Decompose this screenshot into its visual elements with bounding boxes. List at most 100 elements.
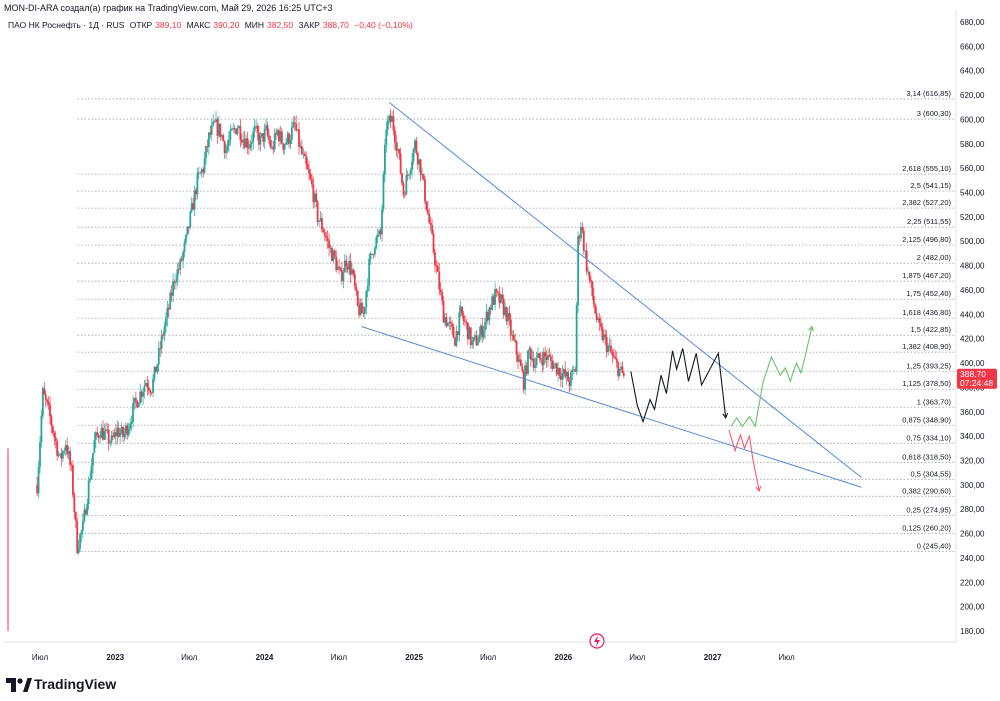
candle-body (378, 230, 381, 235)
candle-body (185, 234, 187, 242)
candle-body (300, 146, 303, 154)
price-tick-label: 400,00 (960, 359, 985, 368)
candle-body (472, 337, 475, 342)
candle-body (448, 321, 451, 323)
fib-level-label: 0,618 (318,50) (902, 452, 951, 461)
trendline-lower[interactable] (361, 326, 862, 488)
symbol-name[interactable]: ПАО НК Роснефть · 1Д · RUS (8, 20, 125, 30)
candle-body (63, 450, 66, 452)
price-tick-label: 580,00 (960, 140, 985, 149)
projection-paths[interactable] (630, 325, 814, 493)
candle-body (375, 237, 378, 248)
time-tick-label: Июл (480, 653, 497, 662)
candle-body (474, 335, 476, 338)
candle-body (497, 291, 499, 293)
candle-body (445, 317, 448, 327)
candle-body (326, 238, 329, 241)
candle-body (449, 321, 452, 324)
fib-level-label: 3,14 (616,85) (906, 89, 951, 98)
projection-path-bear[interactable] (728, 429, 760, 492)
fib-level-label: 2,25 (511,55) (907, 217, 952, 226)
candle-body (411, 161, 413, 170)
price-axis[interactable]: 180,00 200,00 220,00 240,00 260,00 280,00 300,… (960, 18, 985, 636)
candle-body (446, 322, 449, 327)
candle-body (386, 120, 389, 130)
candle-body (40, 415, 43, 443)
candle-body (136, 400, 139, 408)
candle-body (409, 169, 412, 175)
candle-body (534, 365, 537, 368)
candle-body (564, 369, 567, 377)
candle-body (469, 327, 472, 346)
candle-body (505, 307, 508, 322)
candle-body (336, 266, 339, 271)
price-tick-label: 320,00 (960, 456, 985, 465)
time-tick-label: 2027 (704, 653, 722, 662)
candle-body (362, 313, 365, 314)
candle-body (531, 358, 534, 360)
candle-body (452, 326, 455, 338)
candle-body (312, 184, 315, 203)
candle-body (262, 133, 265, 142)
candle-body (175, 281, 177, 283)
candle-body (110, 435, 113, 443)
price-tick-label: 520,00 (960, 213, 985, 222)
candle-body (302, 153, 305, 155)
candle-body (514, 339, 517, 342)
candle-body (239, 126, 242, 141)
fib-level-label: 0,25 (274,95) (906, 505, 951, 514)
trendlines[interactable] (361, 101, 862, 488)
candle-body (537, 353, 539, 358)
candle-body (585, 250, 588, 272)
candle-body (395, 142, 398, 151)
candle-body (232, 128, 235, 129)
candle-body (114, 432, 117, 437)
candle-body (511, 334, 514, 336)
candle-body (356, 290, 359, 306)
candle-body (280, 131, 283, 144)
candle-body (306, 164, 309, 170)
candle-body (235, 129, 237, 135)
candle-body (422, 174, 425, 179)
candle-body (396, 149, 399, 151)
candle-body (444, 317, 446, 323)
candle-body (339, 267, 342, 271)
candle-body (182, 251, 185, 261)
high-value: 390,20 (213, 20, 240, 30)
candle-body (155, 366, 157, 373)
candle-body (77, 548, 80, 553)
candle-body (439, 289, 442, 293)
candle-body (233, 128, 236, 130)
candle-body (548, 354, 551, 357)
candle-body (549, 356, 552, 361)
time-axis[interactable]: Июл 2023 Июл 2024 Июл 2025 Июл 2026 Июл 2027 Июл (32, 653, 795, 662)
candle-body (345, 260, 348, 267)
candle-body (408, 174, 411, 176)
candle-body (213, 121, 216, 123)
candle-body (94, 432, 97, 440)
candle-body (419, 159, 422, 176)
projection-path-base[interactable] (630, 348, 727, 424)
candle-body (521, 366, 524, 372)
candle-body (56, 441, 59, 456)
candle-body (581, 226, 584, 231)
projection-path-bull[interactable] (730, 326, 813, 428)
trendline-upper[interactable] (388, 101, 862, 478)
candle-body (508, 312, 511, 320)
candle-body (246, 138, 249, 148)
candle-body (67, 451, 70, 455)
candle-body (163, 326, 166, 336)
candle-body (519, 359, 522, 367)
candle-body (203, 158, 206, 173)
time-tick-label: Июл (331, 653, 348, 662)
lightning-icon[interactable] (589, 633, 605, 649)
close-label: ЗАКР (298, 20, 320, 30)
candle-body (229, 130, 232, 141)
candle-body (236, 128, 239, 135)
candle-body (152, 378, 154, 394)
candle-body (481, 325, 484, 338)
candle-body (466, 322, 469, 340)
candle-body (298, 129, 300, 148)
last-price-tag: 388,70 07:24:48 (957, 368, 997, 389)
